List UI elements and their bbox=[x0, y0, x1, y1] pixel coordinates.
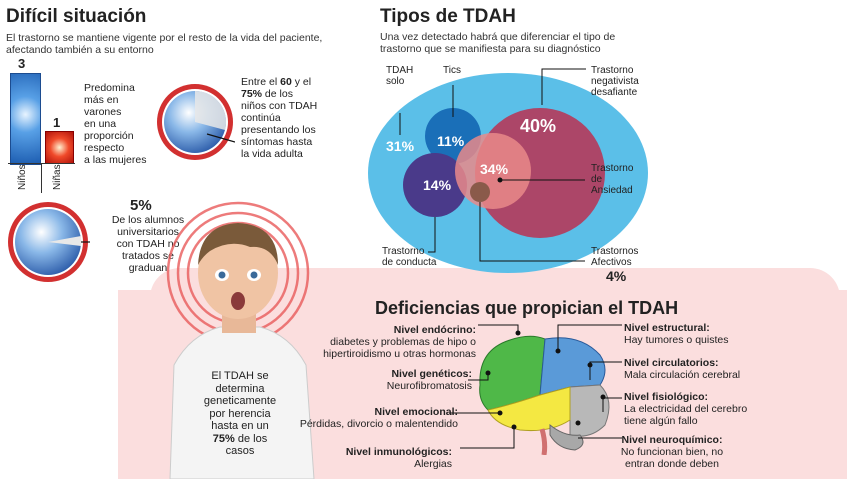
boys-bar bbox=[10, 73, 41, 165]
gauge-pointer bbox=[206, 133, 235, 143]
def-neuroquimico: Nivel neuroquímico: No funcionan bien, n… bbox=[620, 434, 724, 470]
leader-conducta bbox=[428, 217, 436, 253]
afectivos-pct: 4% bbox=[606, 268, 627, 284]
gauge-60-text: Entre el 60 y el 75% de los niños con TD… bbox=[241, 76, 336, 160]
gauge-60-75 bbox=[157, 84, 235, 160]
label-solo: TDAH solo bbox=[386, 65, 414, 87]
def-emocional: Nivel emocional: Pérdidas, divorcio o ma… bbox=[299, 406, 458, 430]
gauge-line: continúa bbox=[241, 112, 281, 124]
pct5-line: tratados se bbox=[122, 250, 174, 262]
deficiencias-title: Deficiencias que propician el TDAH bbox=[375, 298, 679, 318]
venn-pct-solo: 31% bbox=[386, 138, 415, 154]
gauge-line: niños con TDAH bbox=[241, 100, 318, 112]
brain-illustration bbox=[479, 330, 610, 455]
boy-line: determina bbox=[215, 382, 265, 395]
gender-line: Predomina bbox=[84, 82, 135, 94]
gender-line: más en bbox=[84, 94, 119, 106]
types-subtitle-line1: Una vez detectado habrá que diferenciar … bbox=[380, 31, 616, 43]
left-subtitle-line1: El trastorno se mantiene vigente por el … bbox=[6, 32, 323, 44]
types-subtitle-line2: trastorno que se manifiesta para su diag… bbox=[380, 43, 601, 55]
boy-illustration bbox=[166, 201, 315, 479]
label-conducta: Trastorno de conducta bbox=[382, 246, 437, 268]
left-subtitle-line2: afectando también a su entorno bbox=[6, 44, 154, 56]
leader-negativista bbox=[541, 68, 586, 105]
boy-line: 75% de los bbox=[212, 432, 268, 445]
brain-stem bbox=[539, 428, 548, 455]
gender-line: proporción bbox=[84, 130, 134, 142]
gauge-line: síntomas hasta bbox=[241, 136, 313, 148]
leader-ansiedad-dot bbox=[497, 177, 503, 183]
label-afectivos: Trastornos Afectivos bbox=[591, 246, 639, 268]
left-subtitle: El trastorno se mantiene vigente por el … bbox=[6, 32, 326, 56]
types-venn bbox=[368, 68, 648, 273]
def-inmunologicos: Nivel inmunológicos: Alergias bbox=[345, 446, 452, 470]
gauge-line: presentando los bbox=[241, 124, 316, 136]
gauge-line: 75% de los bbox=[241, 88, 293, 100]
def-endocrino: Nivel endócrino: diabetes y problemas de… bbox=[323, 324, 476, 360]
boys-value: 3 bbox=[18, 56, 26, 71]
gender-line: en una bbox=[84, 118, 117, 130]
venn-pct-tics: 11% bbox=[437, 133, 465, 149]
venn-conducta bbox=[403, 153, 467, 217]
girls-label: Niñas bbox=[52, 164, 63, 190]
boy-line: El TDAH se bbox=[211, 370, 269, 382]
def-fisiologico: Nivel fisiológico: La electricidad del c… bbox=[624, 391, 748, 427]
left-title: Difícil situación bbox=[6, 6, 147, 27]
def-circulatorios: Nivel circulatorios: Mala circulación ce… bbox=[624, 357, 741, 381]
gender-line: respecto bbox=[84, 142, 125, 154]
venn-afectivos bbox=[470, 182, 490, 202]
girls-value: 1 bbox=[53, 115, 61, 130]
gauge-line: la vida adulta bbox=[241, 148, 303, 160]
def-geneticos: Nivel genéticos: Neurofibromatosis bbox=[386, 368, 472, 392]
bar-divider bbox=[41, 163, 42, 193]
gender-line: varones bbox=[84, 106, 122, 118]
label-ansiedad: Trastorno de Ansiedad bbox=[591, 163, 634, 196]
brain-cerebellum bbox=[549, 423, 584, 451]
boy-line: por herencia bbox=[209, 407, 271, 420]
pct5-value: 5% bbox=[130, 197, 152, 214]
gender-text: Predomina más en varones en una proporci… bbox=[84, 82, 159, 166]
leader-afectivos bbox=[479, 202, 585, 262]
deficiencias-connectors bbox=[450, 324, 622, 449]
pct5-text: De los alumnos universitarios con TDAH n… bbox=[108, 214, 188, 274]
pct5-line: De los alumnos bbox=[111, 214, 185, 226]
gauge-slice bbox=[195, 90, 227, 130]
venn-pct-conducta: 14% bbox=[423, 177, 452, 193]
def-estructural: Nivel estructural: Hay tumores o quistes bbox=[624, 322, 729, 346]
gauge-line: Entre el 60 y el bbox=[241, 76, 312, 88]
gender-line: a las mujeres bbox=[84, 154, 147, 166]
pct5-line: con TDAH no bbox=[116, 238, 180, 250]
boy-text: El TDAH se determina geneticamente por h… bbox=[190, 370, 290, 458]
boys-label: Niños bbox=[17, 164, 28, 190]
girls-bar bbox=[45, 131, 74, 164]
boy-line: hasta en un bbox=[211, 420, 269, 432]
label-tics: Tics bbox=[443, 65, 461, 76]
types-subtitle: Una vez detectado habrá que diferenciar … bbox=[380, 31, 680, 55]
label-negativista: Trastorno negativista desafiante bbox=[591, 65, 639, 98]
pct5-line: universitarios bbox=[117, 226, 179, 238]
types-title: Tipos de TDAH bbox=[380, 6, 516, 27]
venn-pct-ansiedad: 34% bbox=[480, 161, 509, 177]
boy-line: casos bbox=[225, 445, 255, 457]
boy-line: geneticamente bbox=[203, 395, 277, 407]
venn-pct-negativista: 40% bbox=[520, 116, 557, 136]
gauge5-slice bbox=[48, 236, 82, 246]
gauge-5 bbox=[8, 202, 90, 282]
pct5-line: graduan bbox=[128, 262, 168, 274]
